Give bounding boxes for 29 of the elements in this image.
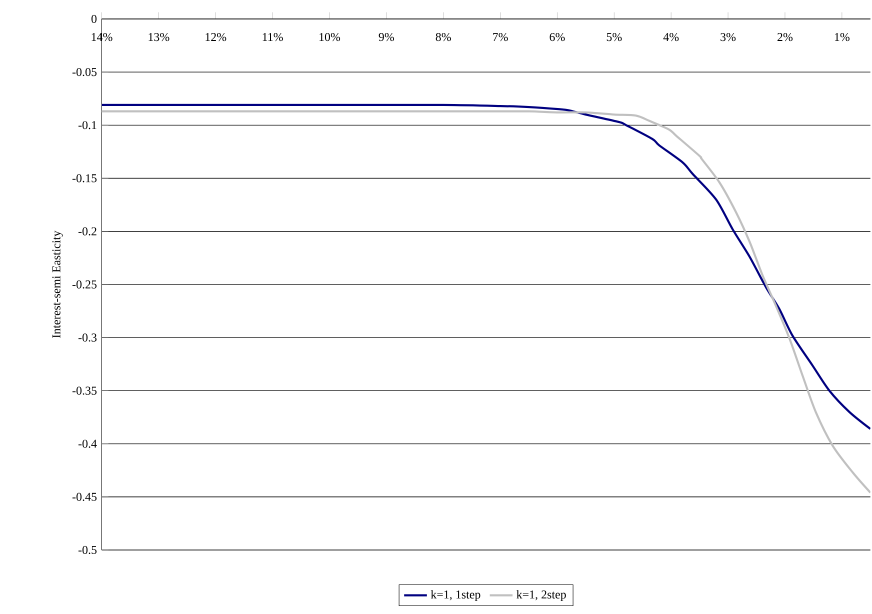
x-tick-label: 13% [148,32,170,42]
x-tick-label: 10% [320,32,340,42]
y-tick-label: -0.25 [72,280,97,289]
y-tick-label: -0.3 [78,333,97,342]
y-tick-label: -0.05 [72,68,97,76]
x-tick-label: 8% [436,32,451,42]
x-tick-label: 12% [206,32,226,42]
x-tick-label: 6% [550,32,565,42]
y-axis-title: Interest-semi Easticity [52,230,63,338]
x-tick-label: 3% [720,32,736,42]
x-tick-label: 9% [378,32,394,42]
line-series [102,110,870,494]
line-series [102,104,870,430]
x-tick-label: 1% [834,32,850,42]
x-tick-label: 11% [262,32,283,42]
y-tick-label: -0.2 [78,227,96,236]
y-tick-label: -0.15 [72,174,97,182]
x-tick-label: 4% [663,32,679,42]
y-tick-label: -0.45 [72,492,97,501]
y-tick-label: -0.5 [78,546,97,554]
y-tick-label: 0 [91,14,97,23]
x-tick-label: 5% [606,32,622,42]
x-tick-label: 2% [778,32,793,42]
legend-label: k=1, 2step [516,590,566,601]
x-tick-label: 7% [493,32,508,42]
y-tick-label: -0.4 [78,440,97,448]
y-tick-label: -0.35 [72,386,97,395]
legend-label: k=1, 1step [430,590,480,601]
y-tick-label: -0.1 [78,121,96,130]
